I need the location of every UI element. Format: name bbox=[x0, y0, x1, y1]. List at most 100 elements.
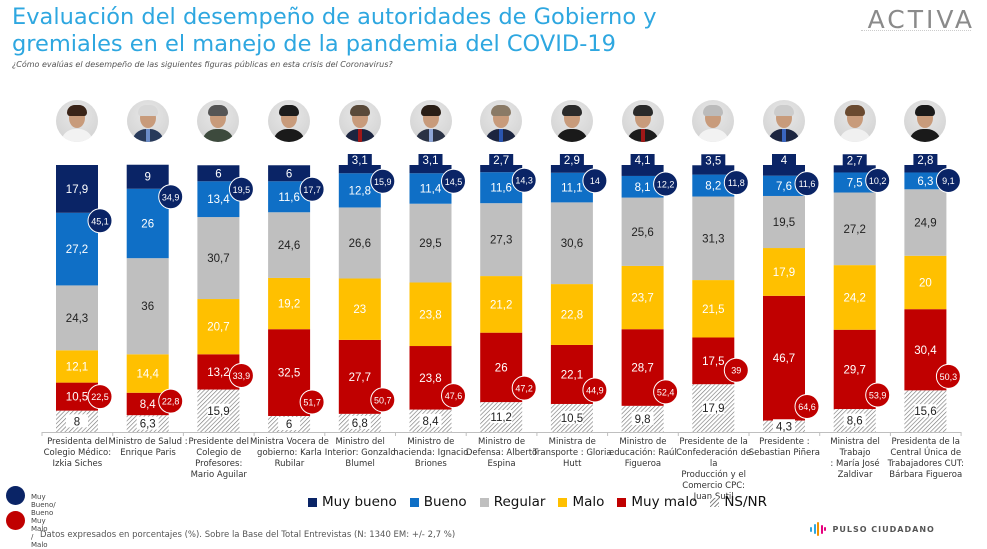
legend-label: NS/NR bbox=[724, 494, 768, 510]
photo-tie bbox=[782, 129, 786, 142]
bar-label-ns-nr: 6,8 bbox=[352, 418, 368, 430]
bar-group: 6 32,5 19,2 24,6 11,6 6 17,7 51,7 bbox=[268, 165, 325, 432]
bar-segment-regular bbox=[833, 192, 876, 266]
bar-label-ns-nr: 17,9 bbox=[702, 403, 724, 415]
bar-segment-muy-bueno bbox=[833, 165, 876, 173]
bar-label-tab bbox=[418, 154, 443, 166]
bar-label-muy-malo: 22,1 bbox=[561, 369, 583, 381]
total-good-circle bbox=[441, 168, 466, 194]
ns-label-bg bbox=[66, 414, 88, 428]
total-bad-label: 39 bbox=[731, 366, 741, 376]
person-photo bbox=[833, 100, 876, 142]
category-label-line: Blumel bbox=[345, 459, 375, 469]
bar-segment-bueno bbox=[621, 175, 664, 198]
category-label: Ministra Vocera de gobierno: Karla Rubilar bbox=[249, 437, 329, 470]
bar-label-tab bbox=[630, 154, 655, 166]
person-photo bbox=[268, 100, 311, 142]
bar-segment-muy-bueno bbox=[197, 165, 240, 182]
bar-segment-malo bbox=[409, 282, 452, 347]
total-good-circle bbox=[370, 168, 396, 194]
bar-label-tab bbox=[772, 154, 796, 166]
total-bad-label: 52,4 bbox=[657, 387, 675, 397]
swatch-bueno bbox=[409, 497, 419, 507]
bar-label-malo: 20,7 bbox=[207, 322, 229, 334]
photo-tie bbox=[428, 129, 433, 142]
total-good-circle bbox=[723, 170, 749, 196]
category-label: Ministro de Salud : Enrique Paris bbox=[108, 437, 188, 459]
category-label: Ministra de Transporte : Gloria Hutt bbox=[532, 437, 612, 470]
bar-label-regular: 36 bbox=[141, 301, 154, 313]
category-label-line: Colegio Médico: bbox=[43, 448, 112, 458]
total-good-circle bbox=[87, 208, 113, 234]
bar-group: 6,8 27,7 23 26,6 12,8 3,1 15,9 50,7 bbox=[338, 154, 396, 432]
total-good-circle bbox=[794, 171, 820, 197]
ns-label-bg bbox=[631, 411, 654, 425]
total-bad-label: 44,9 bbox=[586, 385, 604, 395]
legend-label: Muy bueno bbox=[322, 494, 397, 510]
bar-label-malo: 22,8 bbox=[561, 310, 583, 322]
total-bad-circle bbox=[441, 383, 466, 409]
bar-segment-regular bbox=[904, 189, 947, 256]
category-label-line: Comercio CPC: bbox=[682, 481, 746, 491]
total-good-label: 45,1 bbox=[91, 216, 109, 226]
category-label-line: Producción y el bbox=[681, 470, 746, 480]
bar-label-muy-malo: 29,7 bbox=[844, 364, 866, 376]
bar-label-muy-bueno: 4,1 bbox=[635, 155, 651, 167]
category-label-line: Profesores: bbox=[195, 459, 243, 469]
total-bad-circle bbox=[87, 384, 113, 410]
bar-label-regular: 26,6 bbox=[349, 238, 371, 250]
total-good-label: 15,9 bbox=[374, 177, 392, 187]
category-label: Ministra del Trabajo: María José Zaldiva… bbox=[815, 437, 895, 481]
bar-label-regular: 24,3 bbox=[66, 313, 88, 325]
category-label-line: Presidente : bbox=[759, 437, 810, 447]
category-label-line: Ministro de bbox=[619, 437, 667, 447]
bar-label-muy-bueno: 2,7 bbox=[847, 155, 863, 167]
bar-label-bueno: 13,4 bbox=[207, 194, 230, 206]
total-bad-label: 22,5 bbox=[91, 392, 109, 402]
bar-segment-muy-bueno bbox=[126, 164, 169, 189]
total-good-circle bbox=[582, 168, 608, 194]
bar-segment-malo bbox=[480, 276, 523, 333]
total-good-label: 17,7 bbox=[303, 185, 321, 195]
bar-segment-regular bbox=[621, 197, 664, 266]
category-label-line: Ministra de bbox=[548, 437, 596, 447]
bar-segment-muy-bueno bbox=[763, 165, 805, 176]
category-label-line: Izkia Siches bbox=[52, 459, 103, 469]
bar-label-muy-malo: 10,5 bbox=[66, 392, 88, 404]
bar-label-muy-malo: 32,5 bbox=[278, 368, 300, 380]
legend-item-muy-malo: Muy malo bbox=[617, 494, 697, 510]
chart-title: Evaluación del desempeño de autoridades … bbox=[12, 4, 657, 57]
category-label: Ministro de hacienda: Ignacio Briones bbox=[391, 437, 471, 470]
bar-label-malo: 17,9 bbox=[773, 267, 795, 279]
bar-segment-muy-bueno bbox=[692, 165, 735, 175]
bar-label-malo: 21,2 bbox=[490, 299, 512, 311]
bar-group: 17,9 17,5 21,5 31,3 8,2 3,5 11,8 39 bbox=[692, 154, 749, 432]
category-label-line: Ministra del Trabajo bbox=[830, 437, 880, 458]
bar-label-bueno: 27,2 bbox=[66, 244, 88, 256]
bar-segment-bueno bbox=[833, 172, 876, 193]
total-bad-circle bbox=[653, 379, 679, 405]
category-label-line: Hutt bbox=[563, 459, 582, 469]
photo-hair bbox=[279, 105, 300, 116]
photo-tie bbox=[357, 129, 362, 142]
person-photo bbox=[56, 100, 98, 142]
bar-label-muy-malo: 17,5 bbox=[702, 356, 724, 368]
bar-label-ns-nr: 8 bbox=[74, 416, 80, 428]
bar-segment-malo bbox=[268, 277, 311, 330]
category-label-line: Figueroa bbox=[624, 459, 662, 469]
category-label-line: hacienda: Ignacio bbox=[393, 448, 469, 458]
category-label-line: Presidente de la bbox=[679, 437, 748, 447]
category-label: Ministro de educación: Raúl Figueroa bbox=[603, 437, 683, 470]
bar-label-ns-nr: 10,5 bbox=[561, 413, 583, 425]
bar-segment-bueno bbox=[763, 175, 805, 196]
total-good-label: 12,2 bbox=[657, 179, 675, 189]
totals-good-label: Muy Bueno/ Bueno bbox=[31, 493, 56, 517]
bar-label-ns-nr: 9,8 bbox=[635, 414, 651, 426]
ns-label-bg bbox=[207, 403, 230, 417]
category-label-line: Transporte : Gloria bbox=[532, 448, 612, 458]
bar-segment-muy-bueno bbox=[904, 165, 947, 173]
bar-label-muy-bueno: 3,1 bbox=[352, 155, 368, 167]
bar-label-regular: 25,6 bbox=[631, 227, 653, 239]
bar-segment-malo bbox=[550, 284, 593, 345]
